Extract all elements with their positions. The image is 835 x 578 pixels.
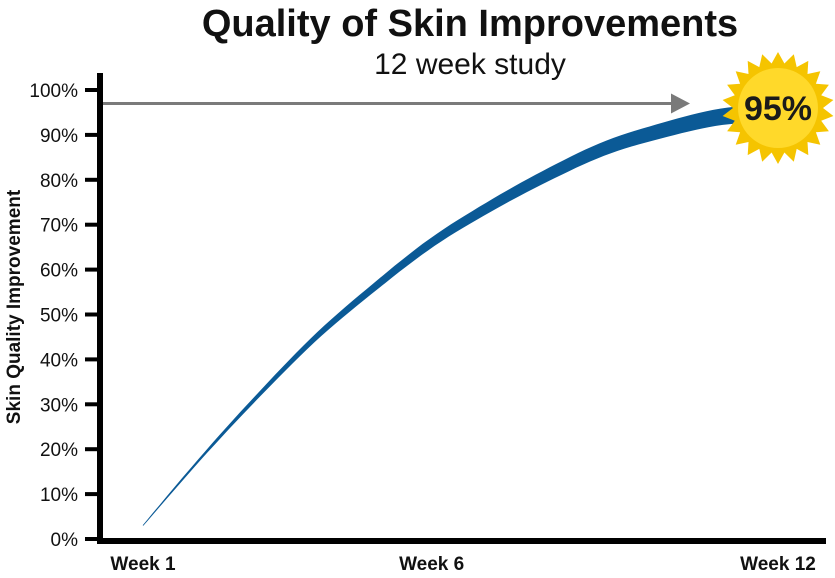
series-line [142,103,779,526]
y-axis-label: Skin Quality Improvement [4,189,25,424]
chart-subtitle: 12 week study [374,48,566,81]
y-tick-label: 40% [40,350,78,371]
x-axis-ticks: Week 1 Week 6 Week 12 [110,554,815,575]
target-arrow-head [671,93,690,114]
badge-value: 95% [744,90,812,128]
x-tick-label: Week 6 [399,554,464,575]
y-tick-label: 50% [40,306,78,327]
x-tick-label: Week 1 [110,554,176,575]
chart-title: Quality of Skin Improvements [202,3,738,45]
y-tick-label: 0% [51,530,79,551]
result-badge: 95% [722,52,834,164]
target-arrow [100,93,690,114]
y-tick-label: 70% [40,216,78,237]
y-tick-label: 80% [40,171,78,192]
y-tick-label: 20% [40,440,78,461]
series-curve [142,103,779,526]
y-tick-label: 100% [29,81,78,102]
y-tick-label: 90% [40,126,78,147]
y-tick-label: 10% [40,485,78,506]
y-tick-label: 60% [40,261,78,282]
y-tick-label: 30% [40,395,78,416]
x-tick-label: Week 12 [740,554,816,575]
y-axis-ticks: 0% 10% 20% 30% 40% 50% 60% 70% 80% 90% 100% [29,81,100,551]
starburst-core [738,68,818,148]
